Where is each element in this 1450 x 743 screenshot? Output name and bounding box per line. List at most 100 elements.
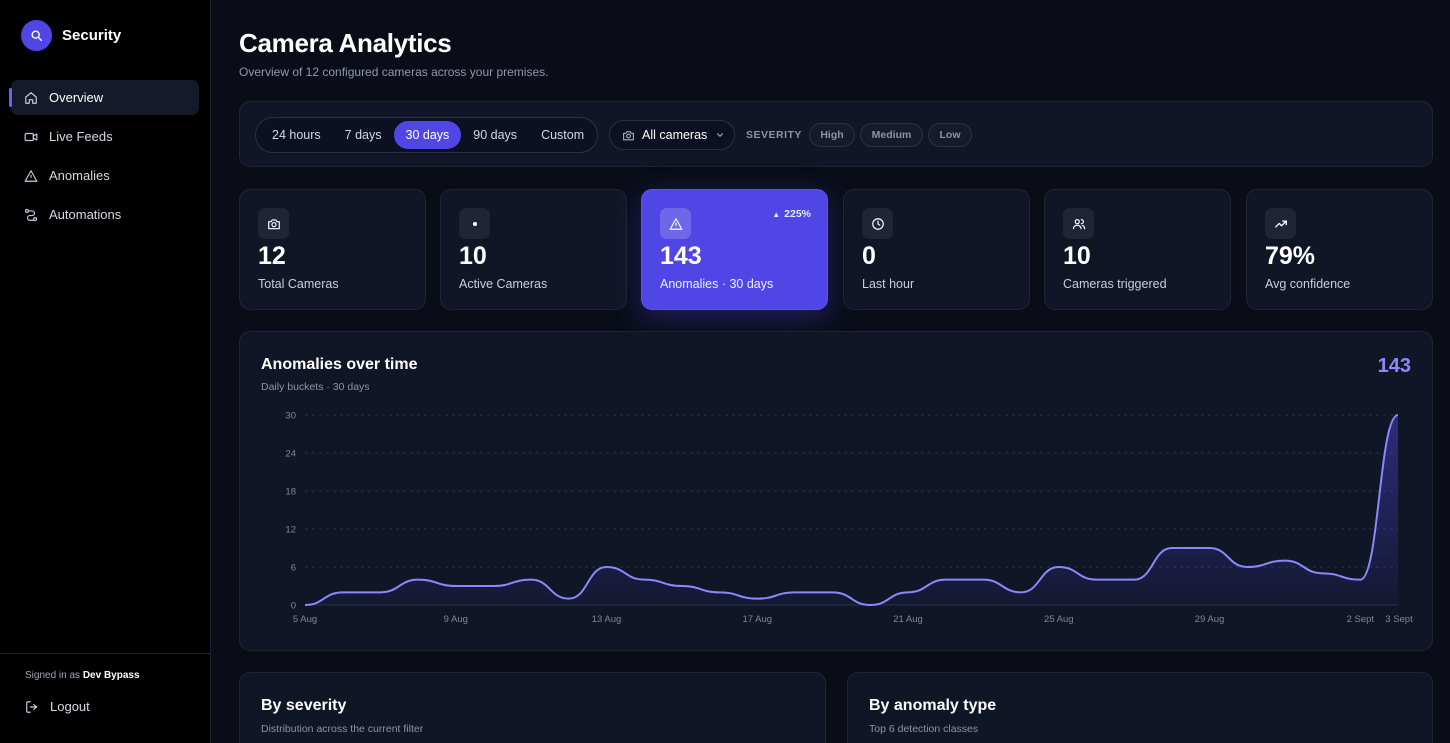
data-point[interactable] xyxy=(525,574,537,586)
sidebar-item-live-feeds[interactable]: Live Feeds xyxy=(11,119,199,154)
alert-triangle-icon xyxy=(24,169,38,183)
data-point[interactable] xyxy=(563,593,575,605)
signed-in-text: Signed in as Dev Bypass xyxy=(25,670,140,681)
data-point[interactable] xyxy=(487,580,499,592)
x-tick-label: 21 Aug xyxy=(893,614,923,625)
data-point[interactable] xyxy=(827,586,839,598)
data-point[interactable] xyxy=(299,599,311,611)
stat-value: 12 xyxy=(258,242,286,270)
data-point[interactable] xyxy=(751,593,763,605)
y-tick-label: 30 xyxy=(285,411,296,422)
data-point[interactable] xyxy=(714,586,726,598)
x-tick-label: 17 Aug xyxy=(742,614,772,625)
stat-value: 0 xyxy=(862,242,876,270)
data-point[interactable] xyxy=(1392,409,1404,421)
stat-label: Total Cameras xyxy=(258,277,339,291)
chart-subtitle: Daily buckets · 30 days xyxy=(261,381,370,393)
data-point[interactable] xyxy=(337,586,349,598)
data-point[interactable] xyxy=(1053,561,1065,573)
data-point[interactable] xyxy=(1090,574,1102,586)
camera-select-value: All cameras xyxy=(642,128,708,142)
trend-badge: ▲ 225% xyxy=(772,208,811,220)
stat-label: Last hour xyxy=(862,277,915,291)
brand[interactable]: Security xyxy=(21,20,121,51)
data-point[interactable] xyxy=(1204,542,1216,554)
stat-label: Anomalies · 30 days xyxy=(660,277,774,291)
stat-card-total-cameras[interactable]: 12 Total Cameras xyxy=(239,189,426,310)
data-point[interactable] xyxy=(1354,574,1366,586)
time-range-group: 24 hours 7 days 30 days 90 days Custom xyxy=(255,117,598,153)
stat-label: Cameras triggered xyxy=(1063,277,1167,291)
y-tick-label: 6 xyxy=(291,563,296,574)
data-point[interactable] xyxy=(1166,542,1178,554)
y-tick-label: 12 xyxy=(285,525,296,536)
data-point[interactable] xyxy=(1128,574,1140,586)
x-tick-label: 25 Aug xyxy=(1044,614,1074,625)
data-point[interactable] xyxy=(940,574,952,586)
stat-card-avg-confidence[interactable]: 79% Avg confidence xyxy=(1246,189,1433,310)
data-point[interactable] xyxy=(638,574,650,586)
stat-card-last-hour[interactable]: 0 Last hour xyxy=(843,189,1030,310)
brand-name: Security xyxy=(62,27,122,44)
logout-button[interactable]: Logout xyxy=(25,699,90,714)
x-tick-label: 5 Aug xyxy=(293,614,317,625)
stat-card-cameras-triggered[interactable]: 10 Cameras triggered xyxy=(1044,189,1231,310)
logout-label: Logout xyxy=(50,699,90,714)
data-point[interactable] xyxy=(1279,555,1291,567)
series-area xyxy=(305,415,1398,605)
range-7-days-button[interactable]: 7 days xyxy=(344,128,382,142)
data-point[interactable] xyxy=(676,580,688,592)
data-point[interactable] xyxy=(1241,561,1253,573)
signed-in-prefix: Signed in as xyxy=(25,670,81,681)
data-point[interactable] xyxy=(450,580,462,592)
y-tick-label: 24 xyxy=(285,449,296,460)
range-24-hours-button[interactable]: 24 hours xyxy=(272,128,321,142)
x-tick-label: 13 Aug xyxy=(592,614,622,625)
y-tick-label: 0 xyxy=(291,601,296,612)
data-point[interactable] xyxy=(902,586,914,598)
range-custom-button[interactable]: Custom xyxy=(541,128,585,142)
home-icon xyxy=(24,91,38,105)
sidebar-item-anomalies[interactable]: Anomalies xyxy=(11,158,199,193)
range-30-days-button[interactable]: 30 days xyxy=(393,121,462,149)
by-severity-card: By severity Distribution across the curr… xyxy=(239,672,826,743)
trending-up-icon xyxy=(1265,208,1296,239)
data-point[interactable] xyxy=(1317,567,1329,579)
data-point[interactable] xyxy=(1015,586,1027,598)
series-line xyxy=(304,414,1399,607)
anomalies-chart-card: Anomalies over time Daily buckets · 30 d… xyxy=(239,331,1433,651)
range-90-days-button[interactable]: 90 days xyxy=(473,128,518,142)
data-point[interactable] xyxy=(977,574,989,586)
data-point[interactable] xyxy=(412,574,424,586)
filter-bar: 24 hours 7 days 30 days 90 days Custom A… xyxy=(239,101,1433,167)
video-icon xyxy=(24,130,38,144)
sidebar-item-overview[interactable]: Overview xyxy=(9,80,199,115)
stat-card-anomalies[interactable]: ▲ 225% 143 Anomalies · 30 days xyxy=(641,189,828,310)
y-tick-label: 18 xyxy=(285,487,296,498)
data-point[interactable] xyxy=(864,599,876,611)
stat-value: 10 xyxy=(459,242,487,270)
page-subtitle: Overview of 12 configured cameras across… xyxy=(239,65,549,79)
severity-medium-chip[interactable]: Medium xyxy=(860,123,923,147)
anomalies-line-chart[interactable]: 0 6 12 18 24 30 5 Aug 9 Aug 13 Aug 17 Aug 21 Aug 2… xyxy=(240,332,1434,652)
sidebar-nav: Overview Live Feeds Anomalies Automation… xyxy=(9,80,199,236)
x-tick-label: 3 Sept xyxy=(1385,614,1413,625)
card-title: By severity xyxy=(261,697,347,714)
severity-high-chip[interactable]: High xyxy=(809,123,855,147)
severity-label: SEVERITY xyxy=(746,129,802,141)
trend-up-icon: ▲ xyxy=(772,209,781,219)
chart-total: 143 xyxy=(1377,355,1411,377)
sidebar-item-automations[interactable]: Automations xyxy=(11,197,199,232)
data-point[interactable] xyxy=(789,586,801,598)
clock-icon xyxy=(862,208,893,239)
stat-value: 143 xyxy=(660,242,702,270)
stat-value: 79% xyxy=(1265,242,1316,270)
data-point[interactable] xyxy=(374,586,386,598)
x-tick-label: 29 Aug xyxy=(1195,614,1225,625)
stat-card-active-cameras[interactable]: 10 Active Cameras xyxy=(440,189,627,310)
camera-select[interactable]: All cameras xyxy=(609,120,735,150)
alert-triangle-icon xyxy=(660,208,691,239)
data-point[interactable] xyxy=(601,561,613,573)
by-anomaly-type-card: By anomaly type Top 6 detection classes xyxy=(847,672,1433,743)
severity-low-chip[interactable]: Low xyxy=(928,123,972,147)
